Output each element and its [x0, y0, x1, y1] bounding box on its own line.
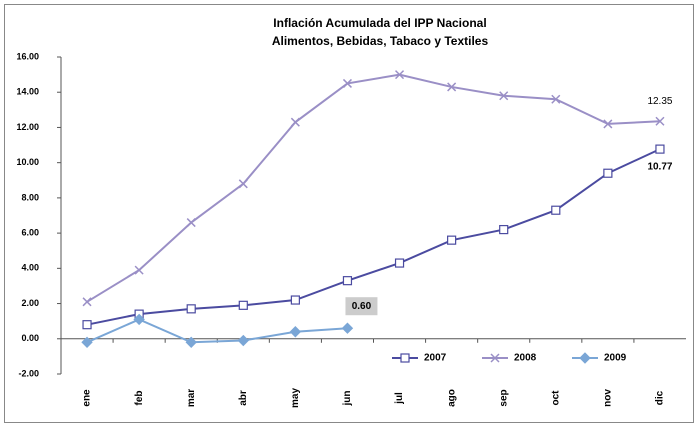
marker — [447, 82, 457, 92]
data-label: 0.60 — [352, 301, 372, 312]
marker — [490, 353, 500, 363]
y-tick-label: 2.00 — [21, 298, 39, 308]
marker — [342, 276, 353, 286]
y-tick-label: 12.00 — [16, 122, 39, 132]
marker — [447, 235, 457, 245]
chart-subtitle: Alimentos, Bebidas, Tabaco y Textiles — [272, 34, 489, 48]
x-tick-label: may — [290, 388, 301, 408]
x-tick-label: jun — [342, 391, 353, 407]
x-tick-label: oct — [550, 390, 561, 406]
marker — [185, 336, 197, 349]
marker — [499, 224, 509, 235]
marker — [134, 265, 144, 275]
marker — [82, 297, 92, 307]
data-label: 12.35 — [647, 96, 672, 107]
legend-label: 2009 — [604, 353, 627, 364]
marker — [82, 320, 92, 330]
x-tick-label: jul — [394, 392, 405, 405]
marker — [551, 94, 561, 104]
y-tick-label: 4.00 — [21, 263, 39, 273]
marker — [395, 70, 405, 80]
y-tick-label: -2.00 — [18, 368, 39, 378]
x-tick-label: dic — [655, 390, 666, 405]
marker — [655, 144, 665, 154]
x-tick-label: ago — [446, 389, 457, 407]
marker — [579, 352, 591, 364]
series-line — [86, 148, 661, 326]
marker — [655, 116, 665, 126]
x-tick-label: sep — [498, 389, 509, 406]
y-tick-label: 0.00 — [21, 333, 39, 343]
marker — [603, 119, 613, 129]
marker — [290, 117, 300, 127]
series-line — [86, 73, 661, 303]
marker — [551, 205, 561, 215]
marker — [499, 91, 509, 101]
legend-box — [384, 349, 664, 367]
x-tick-label: mar — [186, 389, 197, 407]
y-tick-label: 8.00 — [21, 192, 39, 202]
marker — [186, 304, 196, 314]
marker — [394, 258, 405, 268]
data-label-bg — [345, 297, 378, 316]
marker — [238, 179, 248, 189]
marker — [290, 295, 300, 305]
marker — [237, 334, 249, 347]
marker — [133, 313, 145, 326]
marker — [342, 78, 352, 88]
x-tick-label: feb — [134, 391, 145, 406]
marker — [400, 353, 410, 363]
y-tick-label: 6.00 — [21, 227, 39, 237]
y-tick-label: 10.00 — [16, 157, 39, 167]
y-tick-label: 14.00 — [16, 87, 39, 97]
marker — [603, 168, 613, 178]
x-tick-label: ene — [82, 389, 93, 407]
data-label: 10.77 — [647, 162, 672, 173]
legend-label: 2007 — [424, 353, 447, 364]
marker — [186, 218, 196, 228]
series-line — [86, 318, 348, 344]
x-tick-label: nov — [603, 389, 614, 407]
marker — [289, 326, 302, 338]
x-tick-label: abr — [238, 390, 249, 406]
marker — [341, 322, 354, 334]
chart-title: Inflación Acumulada del IPP Nacional — [273, 16, 486, 30]
y-tick-label: 16.00 — [16, 51, 39, 61]
marker — [81, 336, 93, 349]
legend-label: 2008 — [514, 353, 537, 364]
marker — [238, 300, 248, 310]
